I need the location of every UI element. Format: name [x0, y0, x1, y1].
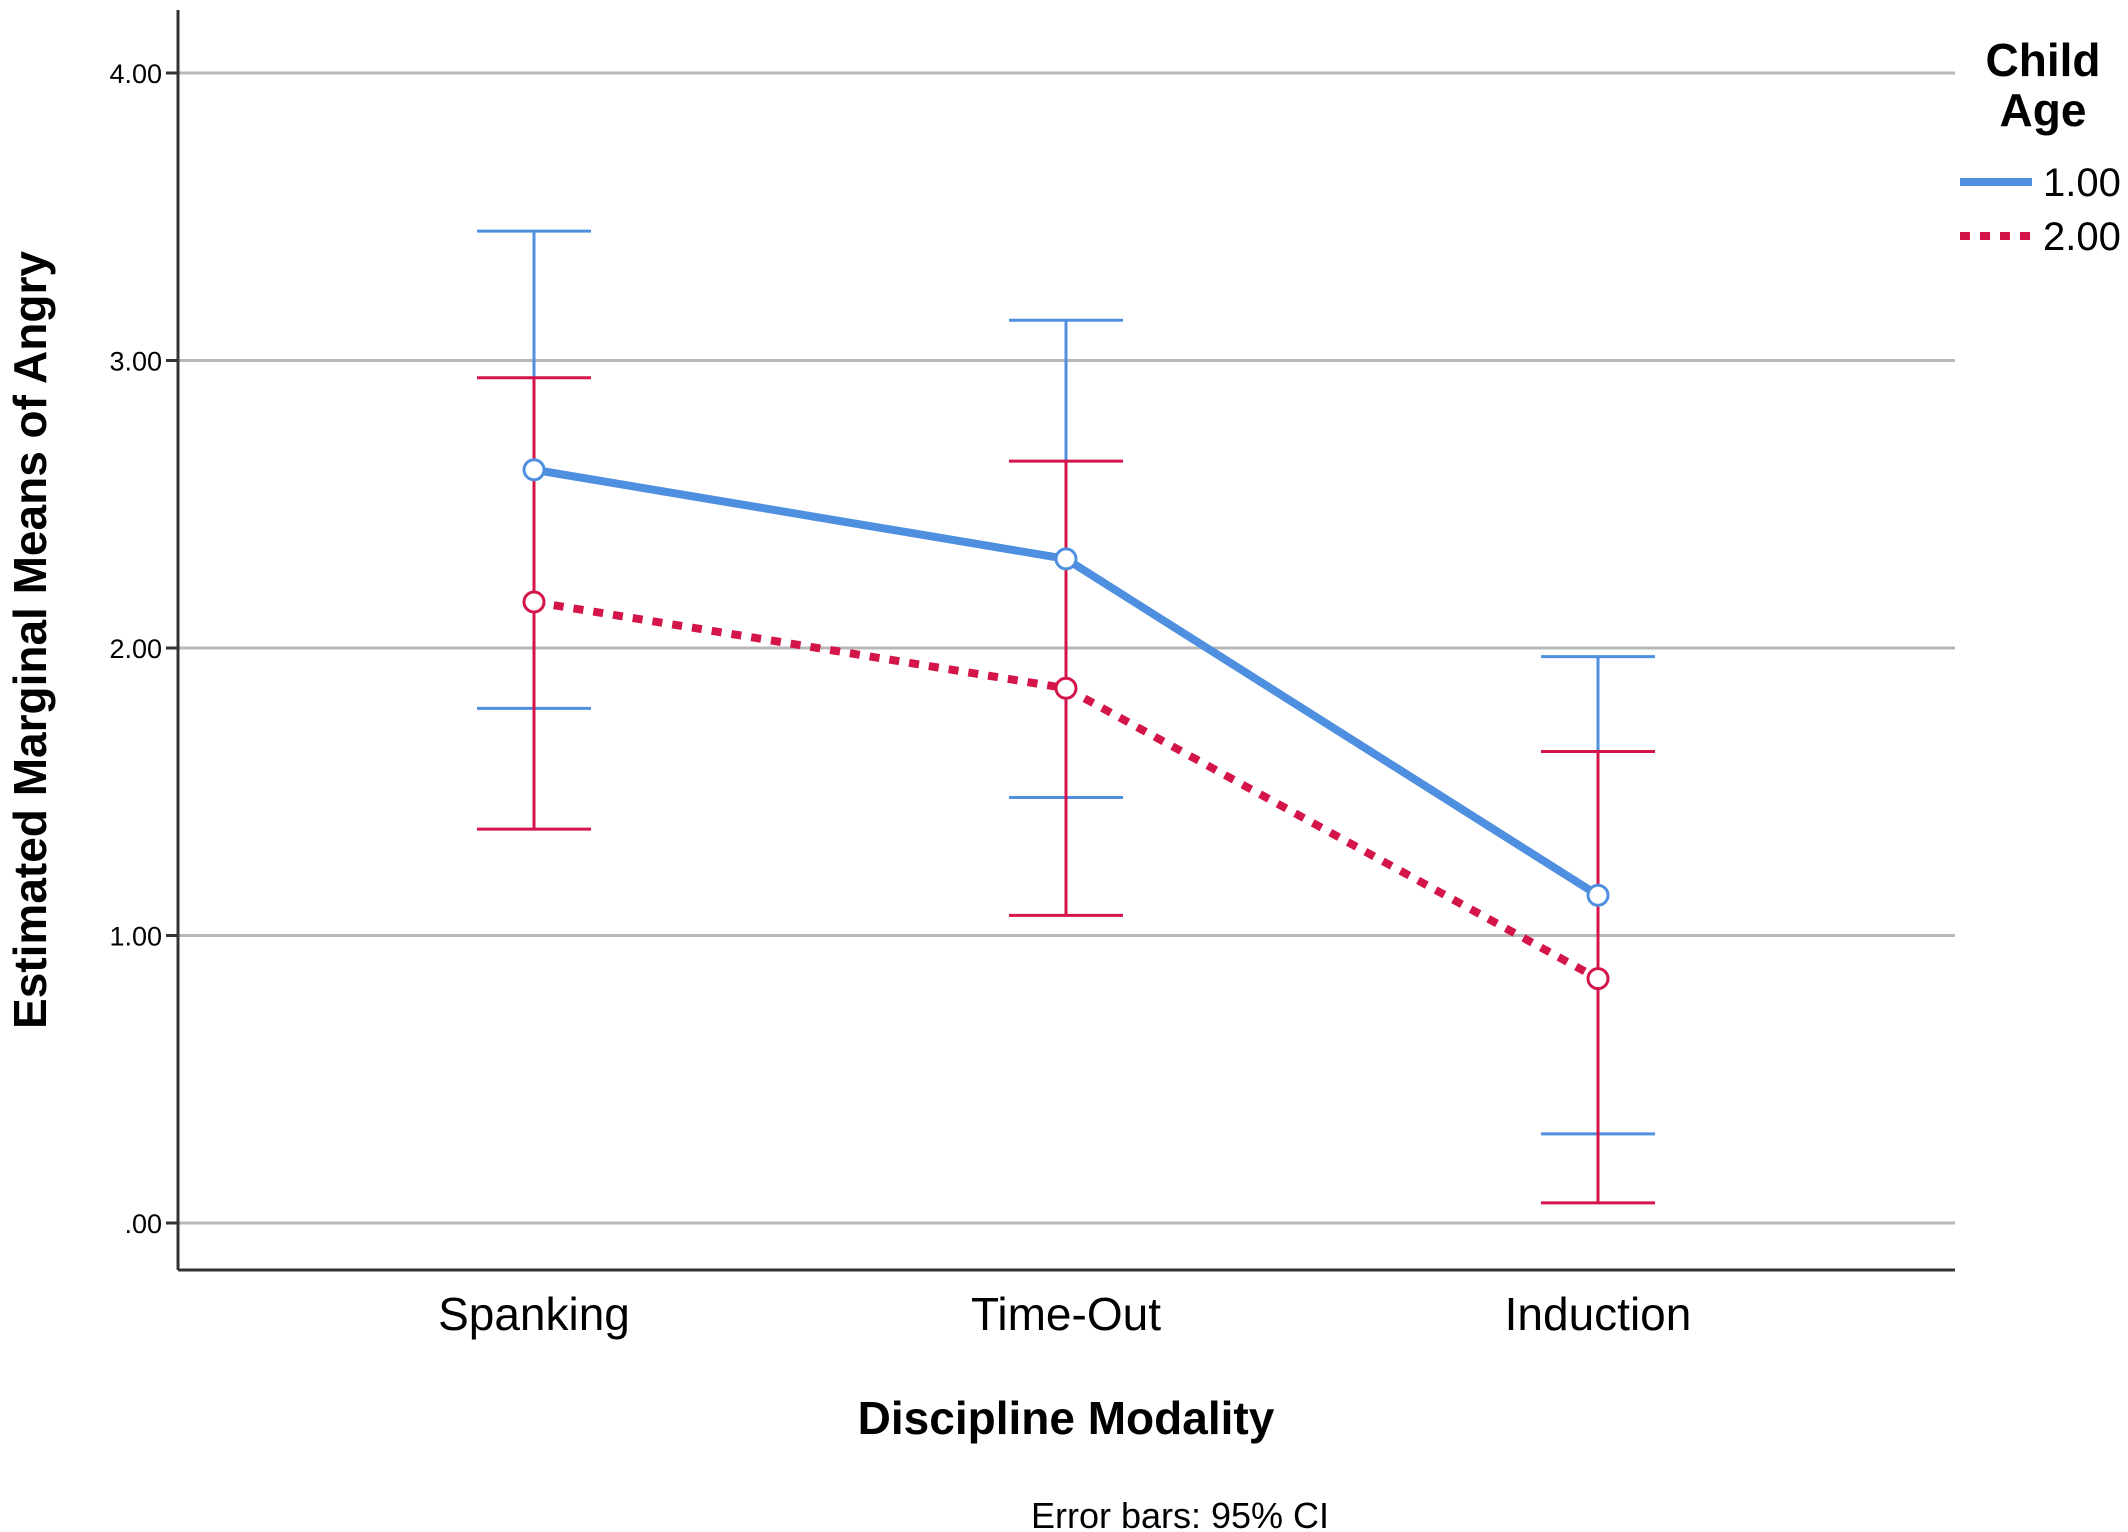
error-bar-note: Error bars: 95% CI — [1031, 1495, 1329, 1532]
axes — [176, 10, 1955, 1272]
category-label-1: Time-Out — [971, 1288, 1161, 1340]
series-markers — [522, 458, 1610, 991]
data-point-s2-0 — [522, 590, 546, 614]
error-bars — [477, 229, 1655, 1205]
y-tick-labels: .00 1.00 2.00 3.00 4.00 — [109, 59, 178, 1239]
legend-title-line2: Age — [2000, 84, 2087, 136]
y-tick-label-1: 1.00 — [109, 922, 162, 952]
legend-title-line1: Child — [1986, 34, 2101, 86]
category-label-2: Induction — [1505, 1288, 1692, 1340]
legend-label-series-2: 2.00 — [2043, 215, 2121, 259]
category-label-0: Spanking — [438, 1288, 630, 1340]
y-tick-label-0: .00 — [124, 1209, 162, 1239]
data-point-s2-1 — [1054, 676, 1078, 700]
data-point-s2-2 — [1586, 967, 1610, 991]
x-category-labels: Spanking Time-Out Induction — [438, 1288, 1691, 1340]
data-point-s1-1 — [1054, 547, 1078, 571]
y-tick-label-3: 3.00 — [109, 347, 162, 377]
data-point-s1-2 — [1586, 883, 1610, 907]
series-line-2 — [533, 598, 1600, 983]
legend-label-series-1: 1.00 — [2043, 161, 2121, 205]
y-axis-title: Estimated Marginal Means of Angry — [4, 251, 56, 1029]
x-axis-title: Discipline Modality — [858, 1392, 1275, 1444]
y-tick-label-4: 4.00 — [109, 59, 162, 89]
data-point-s1-0 — [522, 458, 546, 482]
legend: Child Age 1.00 2.00 — [1960, 34, 2121, 259]
y-tick-label-2: 2.00 — [109, 634, 162, 664]
